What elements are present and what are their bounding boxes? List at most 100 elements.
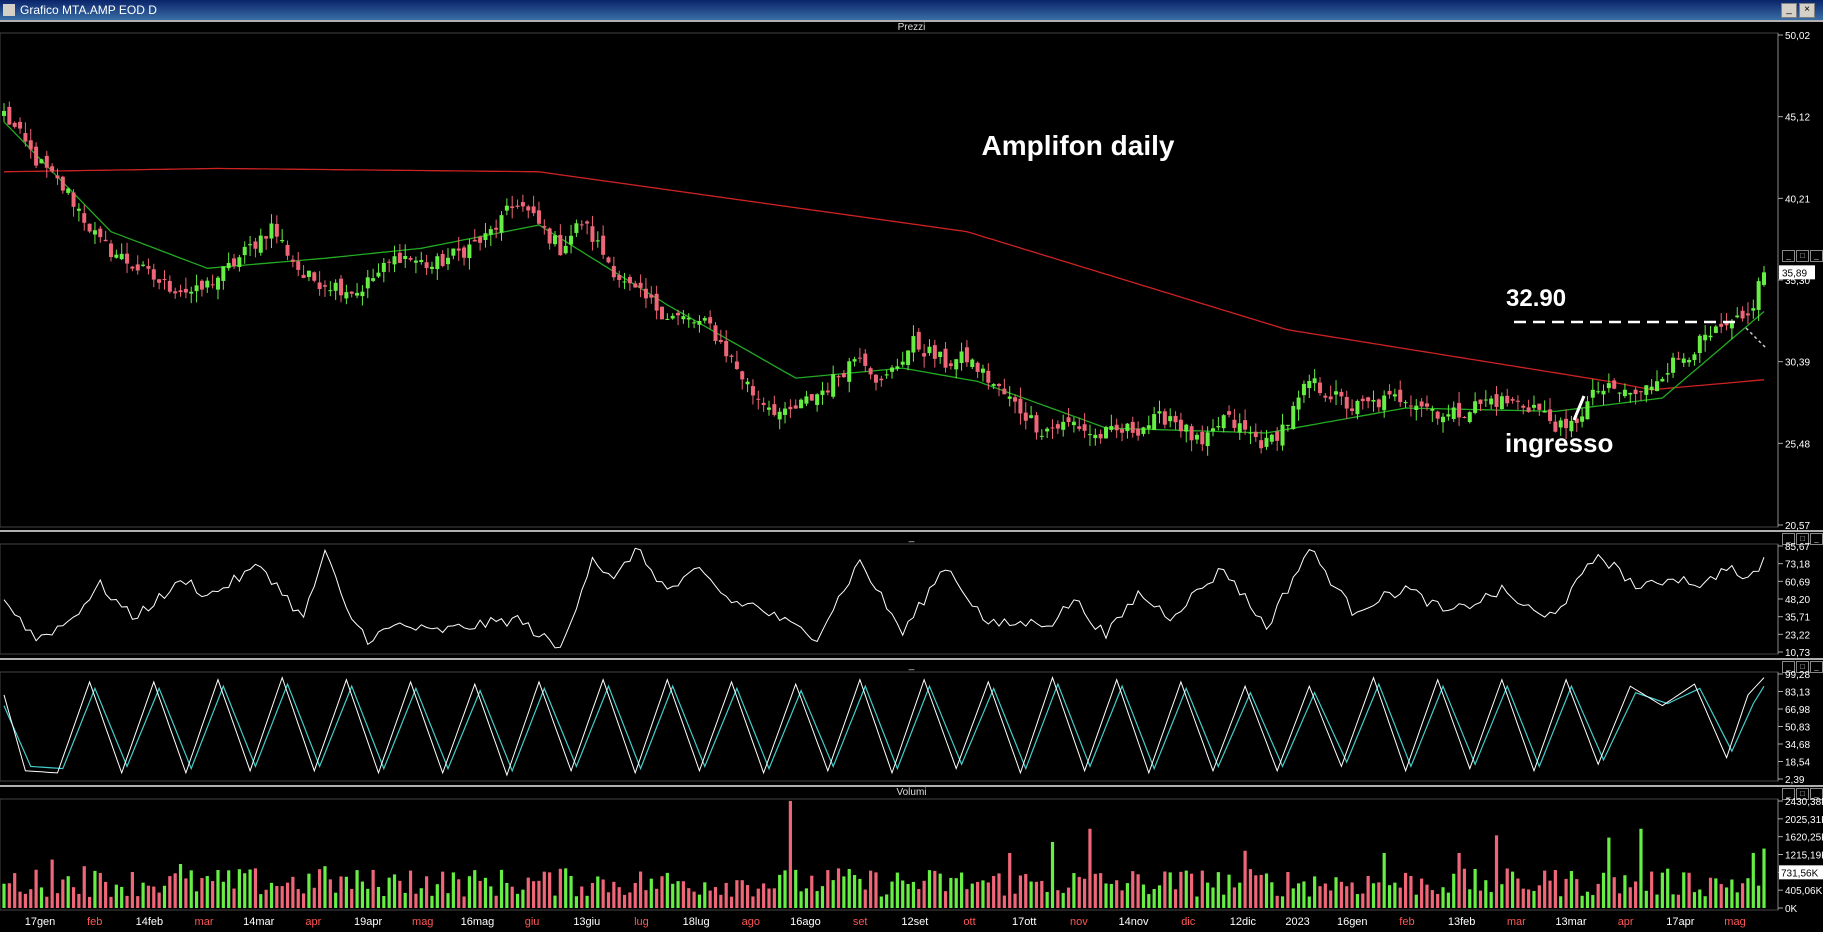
volume-bar <box>879 896 883 908</box>
volume-bar <box>1109 883 1113 908</box>
candle-body <box>1039 435 1044 437</box>
volume-bar <box>1189 873 1194 908</box>
candle-body <box>1671 357 1676 373</box>
stoch-panel-restore-button[interactable]: □ <box>1796 661 1809 673</box>
stoch-panel-minimize-button[interactable]: _ <box>1782 661 1795 673</box>
volume-panel-restore-button[interactable]: □ <box>1796 788 1809 800</box>
volume-bar <box>1264 873 1269 908</box>
volume-bar <box>826 870 830 908</box>
candle-body <box>1649 386 1654 391</box>
volume-bar <box>1206 882 1210 908</box>
candle-body <box>103 239 108 242</box>
minimize-button[interactable]: _ <box>1781 3 1797 18</box>
volume-bar <box>1034 881 1039 908</box>
volume-panel-header: Volumi _ □ _ <box>0 785 1823 800</box>
volume-bar <box>168 876 172 908</box>
candle-body <box>1515 400 1520 402</box>
candle-body <box>413 260 418 263</box>
volume-bar <box>756 888 760 908</box>
stoch-d-line <box>3 682 1765 773</box>
candle-body <box>242 246 247 256</box>
candle-body <box>483 233 488 240</box>
candle-body <box>1451 407 1456 419</box>
volume-bar <box>1024 874 1028 908</box>
price-panel-restore-button[interactable]: □ <box>1796 250 1809 262</box>
sma-long-layer <box>3 167 1765 391</box>
volume-bar <box>622 894 627 908</box>
volume-bar <box>13 873 17 908</box>
volume-bar <box>510 886 514 908</box>
x-axis-label: 18lug <box>683 916 710 928</box>
price-axis-tick-label: 35,30 <box>1785 276 1810 287</box>
candle-body <box>868 368 873 375</box>
volume-bar <box>1409 876 1413 908</box>
candle-body <box>558 234 563 256</box>
candle-body <box>617 275 622 280</box>
volume-bar <box>1527 889 1531 908</box>
candle-body <box>1510 399 1515 401</box>
volume-bar <box>1666 868 1670 908</box>
candle-body <box>462 247 467 258</box>
candle-body <box>1526 407 1531 412</box>
candle-body <box>697 321 702 325</box>
volume-axis-tick-label: 1215,19K <box>1785 851 1823 862</box>
candle-body <box>12 122 17 127</box>
volume-bar <box>98 872 102 908</box>
volume-bar <box>1468 889 1472 908</box>
chart-window-icon[interactable] <box>3 4 15 16</box>
volume-bar <box>1484 880 1488 908</box>
volume-bar <box>1280 896 1285 908</box>
volume-bar <box>959 872 964 908</box>
close-button[interactable]: × <box>1799 3 1815 18</box>
candle-body <box>1323 395 1328 398</box>
candle-body <box>1077 426 1082 429</box>
price-axis-tick-label: 20,57 <box>1785 521 1810 532</box>
price-axis-tick-label: 40,21 <box>1785 194 1810 205</box>
candle-body <box>210 284 215 286</box>
candle-body <box>274 223 279 237</box>
candle-body <box>997 383 1002 386</box>
volume-bar <box>371 869 375 908</box>
volume-bar <box>29 889 33 908</box>
volume-bar <box>114 884 118 908</box>
candle-body <box>815 394 820 405</box>
stoch-axis-tick-label: 99,28 <box>1785 670 1810 681</box>
volume-bar <box>660 876 664 908</box>
candle-body <box>595 240 600 242</box>
rsi-panel-restore-button[interactable]: □ <box>1796 533 1809 545</box>
candle-body <box>424 262 429 269</box>
volume-bar <box>408 870 413 908</box>
volume-bar <box>366 888 370 908</box>
volume-bar <box>392 874 397 908</box>
volume-bar <box>1692 892 1697 908</box>
candle-body <box>1762 272 1766 285</box>
candle-body <box>1130 421 1135 433</box>
candle-body <box>1553 421 1558 432</box>
volume-panel-minimize-button[interactable]: _ <box>1782 788 1795 800</box>
rsi-panel-minimize-button[interactable]: _ <box>1782 533 1795 545</box>
volume-bar <box>382 895 386 908</box>
candle-body <box>649 294 654 298</box>
price-panel-minimize-button[interactable]: _ <box>1782 250 1795 262</box>
volume-bar <box>1013 893 1017 908</box>
candle-body <box>900 361 905 365</box>
volume-bar <box>120 886 124 908</box>
volume-bar <box>430 895 434 908</box>
candle-body <box>237 257 242 267</box>
candle-body <box>226 262 231 269</box>
volume-bar <box>1066 887 1071 908</box>
volume-bar <box>1211 887 1215 908</box>
stoch-axis-tick-label: 83,13 <box>1785 688 1810 699</box>
x-axis-label: 19apr <box>354 916 382 928</box>
candle-body <box>1109 426 1114 430</box>
x-axis-label: ago <box>742 916 760 928</box>
volume-bar <box>1072 873 1076 908</box>
candle-body <box>253 241 258 249</box>
volume-bar <box>1741 883 1745 908</box>
volume-bar <box>1334 877 1338 908</box>
candle-body <box>1665 373 1670 375</box>
candle-body <box>1162 411 1167 425</box>
volume-bar <box>1371 883 1376 908</box>
chart-headline: Amplifon daily <box>982 130 1175 161</box>
